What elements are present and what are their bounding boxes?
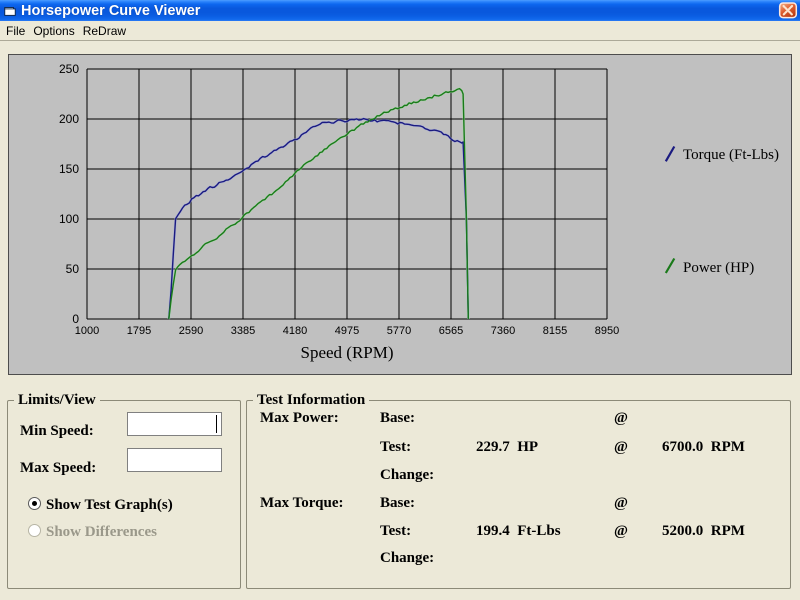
svg-text:0: 0 — [72, 312, 79, 326]
svg-text:2590: 2590 — [179, 325, 203, 337]
svg-text:1795: 1795 — [127, 325, 151, 337]
svg-text:5770: 5770 — [387, 325, 411, 337]
svg-text:3385: 3385 — [231, 325, 255, 337]
svg-text:50: 50 — [66, 262, 80, 276]
svg-text:200: 200 — [59, 112, 79, 126]
svg-text:1000: 1000 — [75, 325, 99, 337]
svg-text:4180: 4180 — [283, 325, 307, 337]
svg-text:4975: 4975 — [335, 325, 359, 337]
svg-text:8155: 8155 — [543, 325, 567, 337]
svg-text:150: 150 — [59, 162, 79, 176]
svg-text:Torque (Ft-Lbs): Torque (Ft-Lbs) — [683, 147, 779, 163]
svg-text:7360: 7360 — [491, 325, 515, 337]
svg-text:6565: 6565 — [439, 325, 463, 337]
svg-text:250: 250 — [59, 62, 79, 76]
svg-text:Speed (RPM): Speed (RPM) — [300, 343, 393, 362]
svg-text:Power (HP): Power (HP) — [683, 260, 754, 276]
svg-text:8950: 8950 — [595, 325, 619, 337]
svg-text:100: 100 — [59, 212, 79, 226]
